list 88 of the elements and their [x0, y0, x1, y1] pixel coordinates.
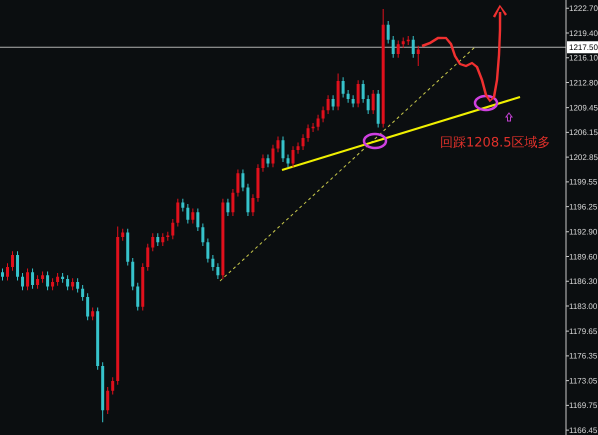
candlestick — [362, 80, 365, 104]
candlestick — [36, 274, 40, 290]
candlestick — [236, 169, 240, 197]
candlestick — [352, 94, 355, 108]
candlestick — [366, 94, 370, 114]
candlestick — [86, 292, 90, 321]
candlestick — [56, 272, 60, 286]
candlestick — [136, 282, 140, 311]
candlestick — [251, 194, 254, 216]
y-tick-label: 1192.90 — [569, 228, 598, 237]
candlestick — [81, 284, 84, 302]
candlestick — [292, 146, 295, 168]
annotation: 回踩1208.5区域多 — [440, 136, 550, 151]
candlestick — [332, 94, 335, 111]
candlestick — [302, 134, 305, 150]
y-tick-label: 1202.85 — [569, 152, 598, 162]
y-tick-label: 1209.45 — [569, 103, 598, 112]
y-tick-label: 1189.60 — [569, 252, 598, 262]
candlestick — [286, 154, 290, 168]
candlestick — [46, 271, 50, 291]
candlestick — [176, 198, 180, 227]
y-tick-label: 1212.80 — [569, 78, 598, 88]
candlestick — [386, 20, 390, 44]
candlestick — [146, 243, 150, 272]
y-tick-label: 1176.35 — [569, 352, 598, 361]
y-tick-label: 1169.75 — [569, 401, 598, 410]
candlestick — [16, 250, 20, 281]
candlestick — [326, 94, 330, 114]
candlestick — [51, 278, 54, 291]
candlestick — [346, 90, 350, 104]
candlestick — [211, 254, 214, 272]
candlestick — [316, 114, 320, 131]
y-tick-label: 1166.45 — [569, 426, 598, 435]
candlestick — [416, 45, 420, 66]
y-tick-label: 1196.25 — [569, 202, 598, 212]
candlestick — [396, 40, 400, 58]
candlestick — [412, 36, 415, 58]
candlestick — [231, 188, 234, 216]
candlestick — [296, 142, 300, 154]
candlestick — [76, 278, 80, 293]
y-tick-label: 1199.55 — [569, 178, 598, 187]
candlestick — [181, 198, 184, 212]
candlestick — [171, 218, 174, 240]
y-tick-label: 1222.70 — [569, 4, 598, 14]
y-tick-label: 1216.10 — [569, 54, 598, 63]
y-tick-label: 1183.00 — [569, 302, 598, 311]
candlestick — [196, 208, 200, 232]
y-tick-label: 1219.40 — [569, 28, 598, 38]
candlestick — [266, 154, 270, 168]
candlestick — [111, 376, 114, 395]
candlestick — [402, 37, 405, 48]
candlestick — [372, 90, 375, 114]
candlestick — [216, 262, 220, 280]
y-tick-label: 1186.30 — [569, 277, 598, 286]
candlestick — [392, 36, 395, 58]
candlestick — [356, 80, 360, 108]
candlestick — [41, 271, 44, 284]
candlestick — [282, 136, 284, 162]
candlestick — [26, 268, 30, 291]
candlestick — [11, 250, 14, 272]
candlestick — [201, 223, 204, 246]
ref-line-label: 1217.50 — [569, 43, 598, 52]
candlestick — [6, 262, 10, 281]
y-tick-label: 1206.15 — [569, 128, 598, 138]
candlestick — [226, 198, 230, 216]
candlestick — [271, 144, 274, 168]
candlestick — [151, 232, 154, 252]
candlestick — [261, 154, 264, 172]
candlestick — [206, 238, 210, 263]
candlestick — [342, 76, 345, 98]
candlestick — [186, 204, 190, 224]
candlestick — [1, 268, 4, 281]
candlestick — [191, 208, 194, 224]
candlestick — [276, 136, 280, 153]
candlestick — [31, 268, 34, 290]
y-tick-label: 1173.05 — [569, 376, 598, 386]
candlestick — [156, 232, 160, 246]
candlestick — [66, 274, 70, 291]
candlestick — [71, 278, 74, 291]
candlestick — [21, 272, 24, 291]
candlestick — [106, 386, 110, 414]
candlestick — [91, 307, 94, 321]
candlestick — [241, 169, 244, 192]
candlestick — [306, 124, 310, 142]
y-tick-label: 1179.65 — [569, 326, 598, 336]
candlestick — [161, 232, 164, 246]
candlestick — [121, 228, 124, 242]
candlestick — [322, 106, 325, 123]
